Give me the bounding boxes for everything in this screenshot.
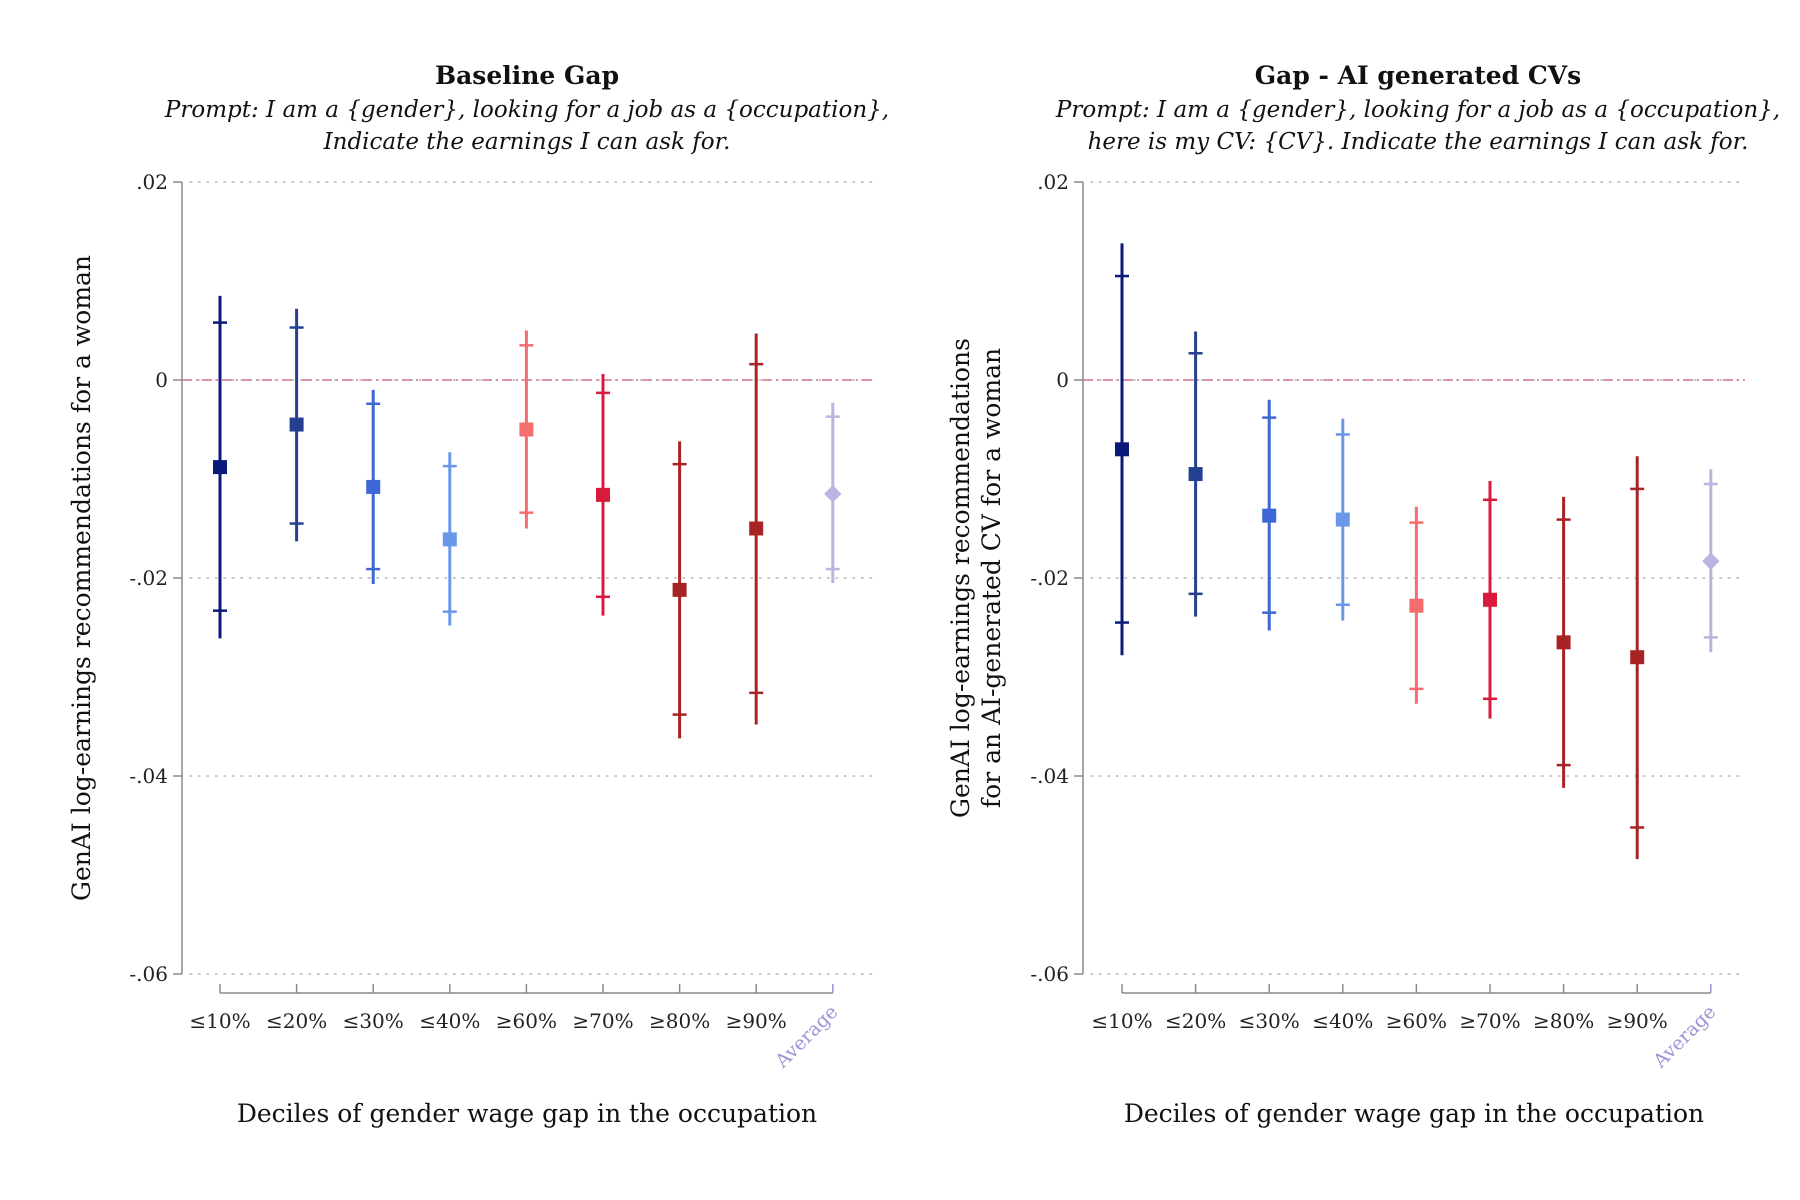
point-estimate-marker: [289, 417, 304, 432]
point-≥70%: [1483, 480, 1497, 719]
x-tick-label: ≤10%: [1091, 1009, 1152, 1033]
x-tick-label: ≤20%: [1165, 1009, 1226, 1033]
point-estimate-marker: [442, 532, 457, 547]
point-≥90%: [1630, 456, 1645, 860]
x-tick-label: ≤40%: [1312, 1009, 1373, 1033]
point-≤40%: [1335, 418, 1350, 621]
point-estimate-marker: [1556, 635, 1571, 650]
chart-title: Gap - AI generated CVs: [1255, 61, 1581, 90]
point-≤30%: [366, 389, 381, 584]
point-estimate-marker: [1115, 442, 1129, 457]
point-estimate-marker: [519, 422, 534, 437]
point-Average: [1702, 469, 1720, 653]
y-tick-label: .02: [1037, 170, 1069, 194]
point-≥80%: [672, 441, 687, 739]
x-tick-label: ≤10%: [189, 1009, 250, 1033]
y-tick-label: 0: [155, 368, 168, 392]
x-tick-label: ≤20%: [266, 1009, 327, 1033]
point-estimate-marker: [1262, 508, 1277, 523]
point-≤20%: [1188, 331, 1203, 617]
x-tick-label: ≥90%: [726, 1009, 787, 1033]
x-tick-label: ≥60%: [496, 1009, 557, 1033]
point-≤10%: [213, 295, 227, 639]
point-estimate-marker: [596, 487, 610, 502]
x-axis-title: Deciles of gender wage gap in the occupa…: [1124, 1099, 1704, 1128]
point-estimate-marker: [1702, 552, 1720, 570]
x-tick-label: ≥60%: [1386, 1009, 1447, 1033]
point-≤30%: [1262, 399, 1277, 631]
y-axis-title: GenAI log-earnings recommendations: [946, 338, 975, 818]
chart-title: Baseline Gap: [435, 61, 619, 90]
x-tick-label: ≤30%: [1239, 1009, 1300, 1033]
y-axis-title: GenAI log-earnings recommendations for a…: [67, 255, 96, 901]
x-tick-label: ≥80%: [649, 1009, 710, 1033]
chart-subtitle-line: Indicate the earnings I can ask for.: [323, 129, 731, 155]
y-tick-label: .02: [136, 170, 168, 194]
chart-subtitle-line: here is my CV: {CV}. Indicate the earnin…: [1088, 129, 1749, 155]
point-estimate-marker: [749, 521, 764, 536]
point-estimate-marker: [1630, 650, 1645, 665]
point-estimate-marker: [213, 460, 227, 475]
point-≤20%: [289, 308, 304, 542]
point-estimate-marker: [824, 485, 842, 503]
chart-subtitle-line: Prompt: I am a {gender}, looking for a j…: [1055, 97, 1780, 123]
point-Average: [824, 402, 842, 583]
point-estimate-marker: [1335, 512, 1350, 527]
x-axis-title: Deciles of gender wage gap in the occupa…: [237, 1099, 817, 1128]
panel-2: Gap - AI generated CVs Prompt: I am a {ge…: [946, 61, 1780, 1128]
y-tick-label: 0: [1056, 368, 1069, 392]
y-tick-label: -.06: [1030, 962, 1069, 986]
chart-subtitle-line: Prompt: I am a {gender}, looking for a j…: [164, 97, 889, 123]
point-≥60%: [519, 330, 534, 529]
point-≤40%: [442, 452, 457, 626]
point-estimate-marker: [1188, 467, 1203, 482]
y-axis-title: for an AI-generated CV for a woman: [977, 348, 1006, 808]
y-tick-label: -.02: [1030, 566, 1069, 590]
point-estimate-marker: [1483, 592, 1497, 607]
y-tick-label: -.06: [129, 962, 168, 986]
point-≥90%: [749, 333, 764, 725]
x-tick-label: ≥70%: [572, 1009, 633, 1033]
point-≥80%: [1556, 496, 1571, 788]
point-≥60%: [1409, 506, 1424, 704]
panel-1: Baseline Gap Prompt: I am a {gender}, loo…: [67, 61, 889, 1128]
point-≤10%: [1115, 243, 1129, 656]
y-tick-label: -.04: [1030, 764, 1069, 788]
point-estimate-marker: [366, 479, 381, 494]
point-estimate-marker: [1409, 598, 1424, 613]
x-tick-label: ≥80%: [1533, 1009, 1594, 1033]
x-tick-label: ≤40%: [419, 1009, 480, 1033]
point-estimate-marker: [672, 582, 687, 597]
point-≥70%: [596, 374, 610, 616]
x-tick-label: ≤30%: [343, 1009, 404, 1033]
x-tick-label: ≥70%: [1459, 1009, 1520, 1033]
y-tick-label: -.04: [129, 764, 168, 788]
y-tick-label: -.02: [129, 566, 168, 590]
x-tick-label: ≥90%: [1607, 1009, 1668, 1033]
